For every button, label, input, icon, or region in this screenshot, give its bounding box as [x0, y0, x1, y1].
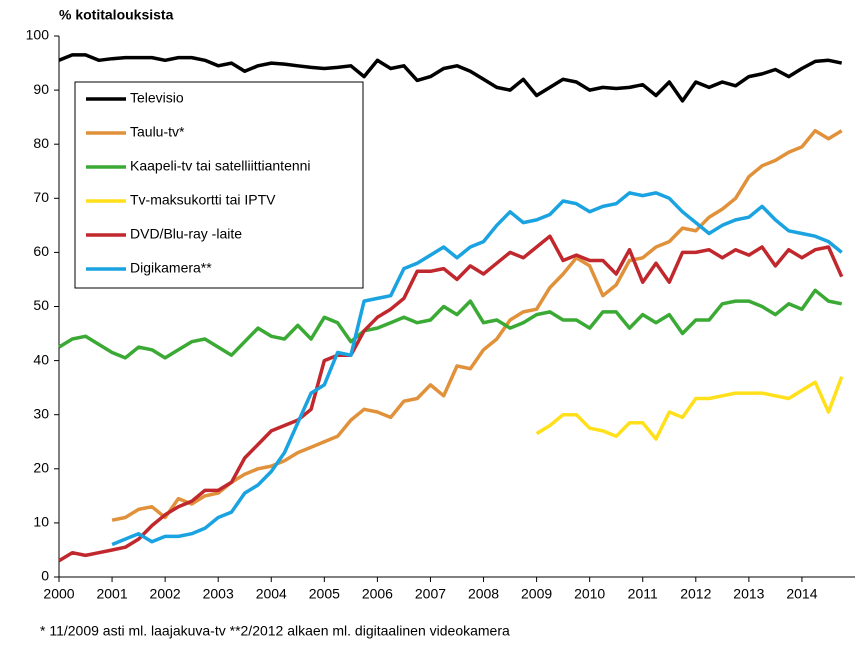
x-tick-label: 2013	[733, 586, 764, 602]
y-tick-label: 40	[33, 351, 49, 367]
x-tick-label: 2001	[96, 586, 127, 602]
x-tick-label: 2002	[150, 586, 181, 602]
x-tick-label: 2006	[362, 586, 393, 602]
y-tick-label: 0	[41, 568, 49, 584]
series-line	[58, 53, 843, 103]
y-tick-label: 100	[26, 27, 50, 43]
x-tick-label: 2000	[43, 586, 74, 602]
series-line	[58, 234, 844, 563]
x-tick-label: 2014	[786, 586, 817, 602]
series-line	[111, 191, 843, 547]
legend-label: Kaapeli-tv tai satelliittiantenni	[130, 158, 311, 174]
legend-label: DVD/Blu-ray -laite	[130, 226, 242, 242]
y-tick-label: 90	[33, 81, 49, 97]
y-tick-label: 80	[33, 135, 49, 151]
y-tick-label: 70	[33, 189, 49, 205]
x-tick-label: 2004	[256, 586, 287, 602]
legend-label: Taulu-tv*	[130, 124, 185, 140]
x-tick-label: 2009	[521, 586, 552, 602]
legend-box	[74, 81, 364, 289]
x-tick-label: 2011	[628, 586, 658, 602]
x-tick-label: 2005	[309, 586, 340, 602]
series-line	[535, 376, 844, 441]
x-tick-label: 2003	[203, 586, 234, 602]
y-tick-label: 60	[33, 243, 49, 259]
y-tick-label: 20	[33, 460, 49, 476]
legend-label: Televisio	[130, 90, 184, 106]
y-tick-label: 30	[33, 405, 49, 421]
legend-label: Tv-maksukortti tai IPTV	[130, 192, 276, 208]
chart-title: % kotitalouksista	[59, 7, 174, 23]
x-tick-label: 2007	[415, 586, 446, 602]
legend-label: Digikamera**	[130, 260, 212, 276]
series-line	[58, 288, 843, 360]
x-tick-label: 2010	[574, 586, 605, 602]
legend: Televisio Taulu-tv* Kaapeli-tv tai satelli…	[74, 81, 364, 289]
x-tick-label: 2012	[680, 586, 711, 602]
y-tick-label: 10	[33, 514, 49, 530]
footnote: * 11/2009 asti ml. laajakuva-tv **2/2012…	[40, 623, 510, 639]
y-tick-label: 50	[33, 297, 49, 313]
x-tick-label: 2008	[468, 586, 499, 602]
